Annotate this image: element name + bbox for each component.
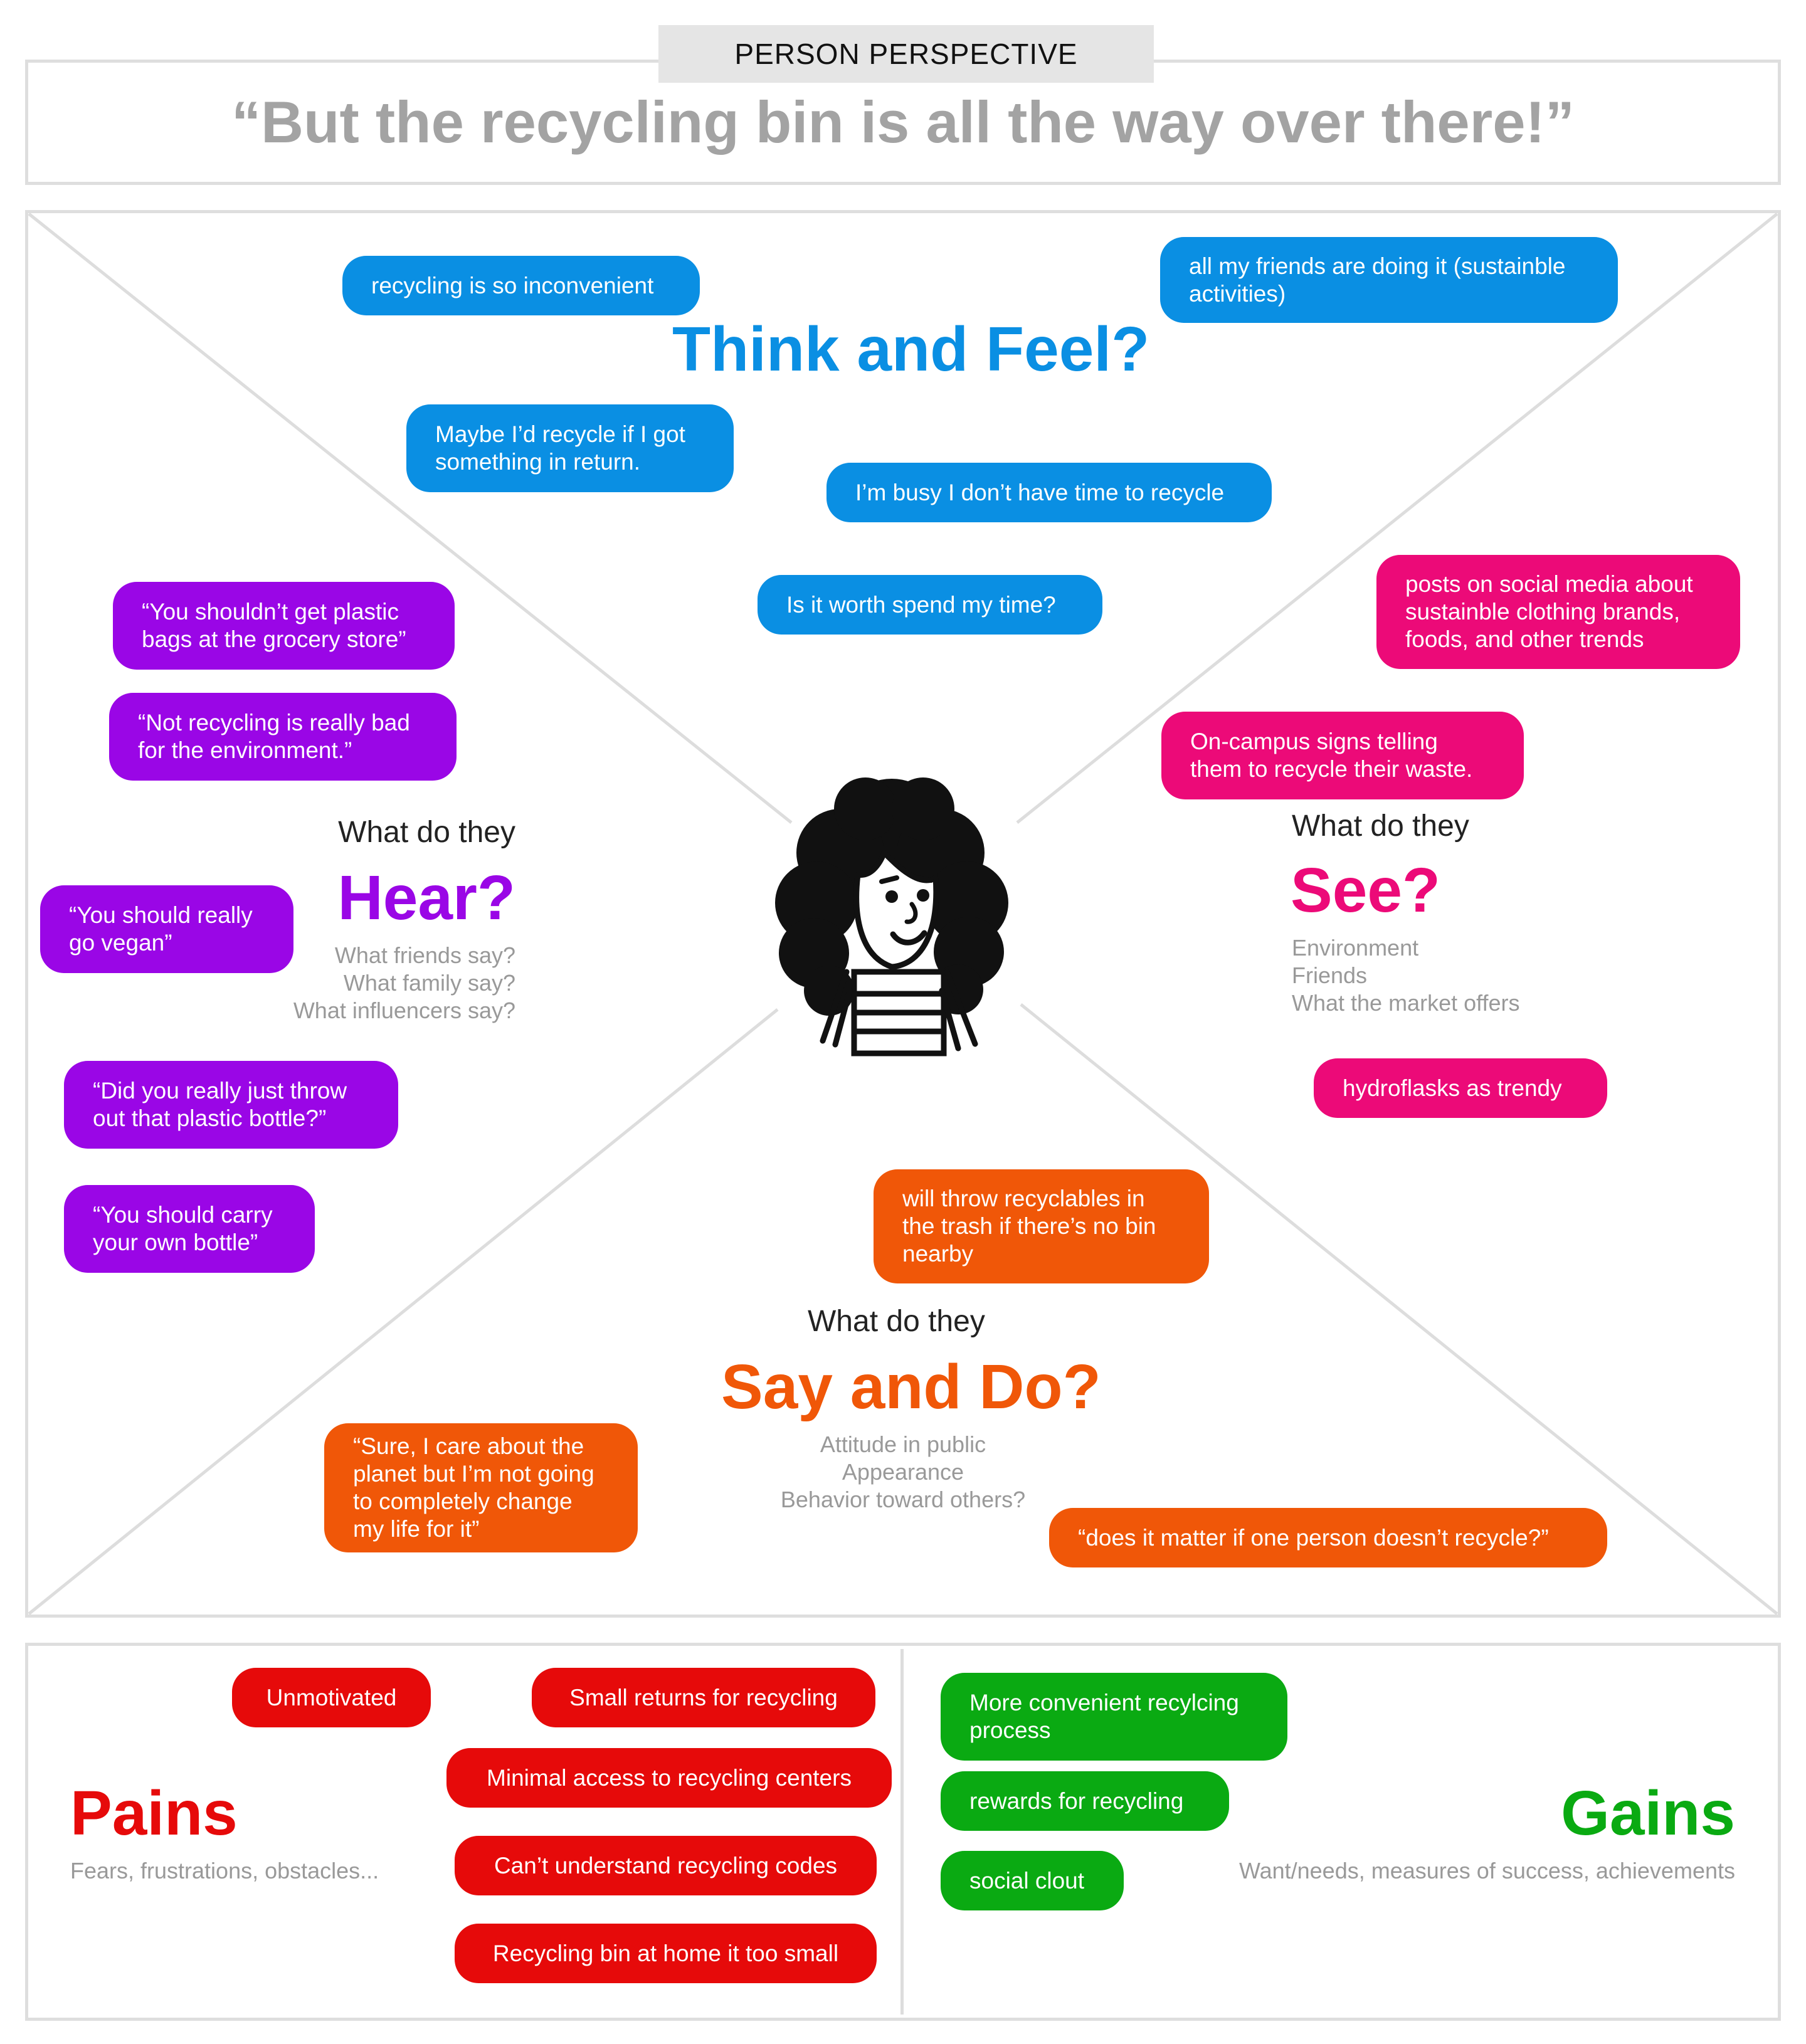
hear-note: “Not recycling is really bad for the env… — [109, 693, 457, 781]
say-do-sub: Behavior toward others? — [780, 1487, 1026, 1512]
pain-note: Unmotivated — [232, 1668, 431, 1727]
say-do-title: Say and Do? — [721, 1352, 1101, 1422]
hear-title: Hear? — [337, 863, 515, 933]
pains-title: Pains — [70, 1778, 238, 1848]
say-do-note: “Sure, I care about the planet but I’m n… — [324, 1423, 638, 1552]
think-note: Is it worth spend my time? — [758, 575, 1102, 635]
hear-subtitles: What friends say? What family say? What … — [293, 942, 515, 1025]
say-do-note: “does it matter if one person doesn’t re… — [1049, 1508, 1607, 1567]
think-note: I’m busy I don’t have time to recycle — [826, 463, 1272, 522]
see-sub: What the market offers — [1292, 990, 1520, 1016]
see-note: hydroflasks as trendy — [1314, 1058, 1607, 1118]
hear-sub: What influencers say? — [293, 998, 515, 1023]
think-feel-title: Think and Feel? — [672, 314, 1150, 384]
see-pre: What do they — [1292, 809, 1469, 843]
see-note: posts on social media about sustainble c… — [1376, 555, 1740, 669]
think-note: Maybe I’d recycle if I got something in … — [406, 404, 734, 492]
gain-note: rewards for recycling — [941, 1771, 1229, 1831]
say-do-note: will throw recyclables in the trash if t… — [874, 1169, 1209, 1283]
think-note: recycling is so inconvenient — [342, 256, 700, 315]
gain-note: social clout — [941, 1851, 1124, 1910]
pain-note: Small returns for recycling — [532, 1668, 875, 1727]
see-note: On-campus signs telling them to recycle … — [1161, 712, 1524, 799]
say-do-pre: What do they — [808, 1305, 985, 1338]
gain-note: More convenient recylcing process — [941, 1673, 1287, 1761]
hear-note: “You shouldn’t get plastic bags at the g… — [113, 582, 455, 670]
hear-note: “Did you really just throw out that plas… — [64, 1061, 398, 1149]
see-sub: Environment — [1292, 935, 1419, 961]
see-title: See? — [1291, 855, 1441, 925]
hear-pre: What do they — [338, 816, 515, 849]
persona-quote: “But the recycling bin is all the way ov… — [231, 89, 1575, 155]
gains-subtitle: Want/needs, measures of success, achieve… — [1238, 1858, 1735, 1883]
hear-sub: What family say? — [343, 970, 515, 996]
perspective-tab: PERSON PERSPECTIVE — [658, 25, 1154, 83]
think-note: all my friends are doing it (sustainble … — [1160, 237, 1618, 323]
hear-sub: What friends say? — [334, 942, 515, 968]
pain-note: Can’t understand recycling codes — [455, 1836, 877, 1895]
say-do-sub: Attitude in public — [820, 1431, 986, 1457]
persona-avatar — [775, 777, 1008, 1056]
pain-note: Recycling bin at home it too small — [455, 1924, 877, 1983]
pains-gains-divider — [900, 1649, 904, 2015]
see-subtitles: Environment Friends What the market offe… — [1292, 934, 1519, 1017]
pain-note: Minimal access to recycling centers — [446, 1748, 892, 1808]
hear-note: “You should really go vegan” — [40, 885, 293, 973]
pains-subtitle: Fears, frustrations, obstacles... — [70, 1858, 379, 1883]
gains-title: Gains — [1561, 1778, 1735, 1848]
see-sub: Friends — [1292, 962, 1368, 988]
hear-note: “You should carry your own bottle” — [64, 1185, 315, 1273]
say-do-sub: Appearance — [842, 1459, 964, 1485]
say-do-subtitles: Attitude in public Appearance Behavior t… — [715, 1431, 1091, 1514]
